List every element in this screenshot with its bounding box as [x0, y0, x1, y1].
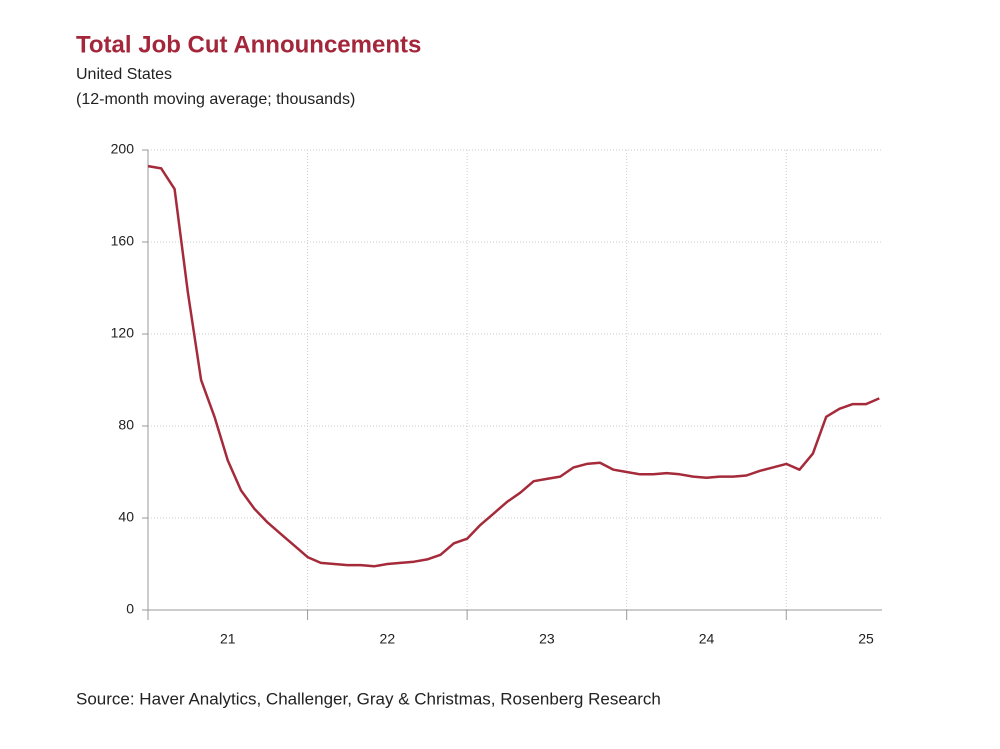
- x-tick-label: 22: [380, 631, 396, 647]
- chart-subtitle: United States: [76, 66, 172, 83]
- x-tick-label: 25: [858, 631, 874, 647]
- x-tick-label: 23: [539, 631, 555, 647]
- y-tick-label: 40: [118, 509, 134, 525]
- y-tick-label: 160: [111, 233, 135, 249]
- source-note: Source: Haver Analytics, Challenger, Gra…: [76, 689, 661, 708]
- chart-subtitle: (12-month moving average; thousands): [76, 91, 355, 108]
- chart-title: Total Job Cut Announcements: [76, 31, 421, 58]
- y-tick-label: 80: [118, 417, 134, 433]
- y-tick-label: 120: [111, 325, 135, 341]
- x-tick-label: 21: [220, 631, 236, 647]
- data-line: [147, 164, 880, 568]
- y-tick-label: 200: [111, 141, 135, 157]
- y-tick-label: 0: [126, 601, 134, 617]
- x-tick-label: 24: [699, 631, 715, 647]
